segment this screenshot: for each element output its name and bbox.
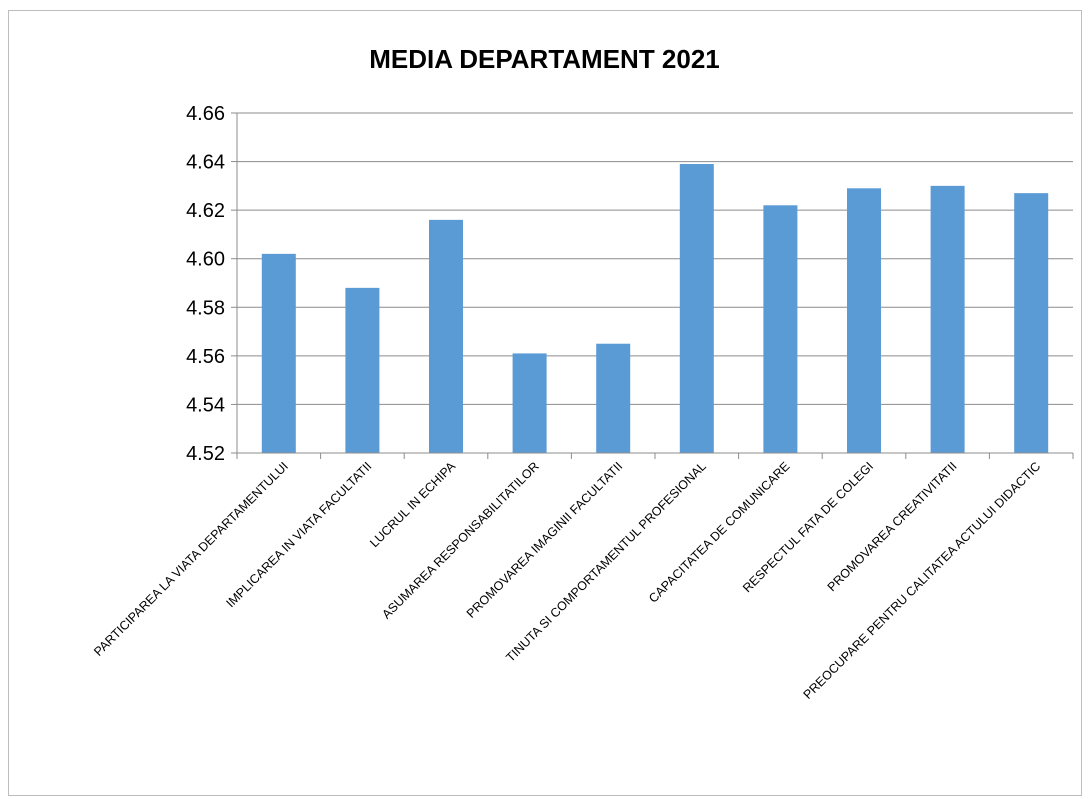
bar <box>261 253 296 453</box>
bar <box>847 188 881 454</box>
y-tick-label: 4.64 <box>186 152 225 174</box>
bar <box>1014 193 1049 453</box>
bar <box>930 185 965 453</box>
x-category-label: IMPLICAREA IN VIATA FACULTATII <box>223 459 374 610</box>
y-tick-label: 4.56 <box>186 346 225 368</box>
x-category-label: PARTICIPAREA LA VIATA DEPARTAMENTULUI <box>91 459 291 659</box>
bar <box>596 343 631 453</box>
x-category-label: CAPACITATEA DE COMUNICARE <box>646 459 792 605</box>
bar <box>345 287 380 453</box>
y-tick-label: 4.54 <box>186 394 225 416</box>
x-category-label: TINUTA SI COMPORTAMENTUL PROFESIONAL <box>503 459 709 665</box>
bar <box>679 164 714 453</box>
y-tick-label: 4.62 <box>186 200 225 222</box>
x-category-label: ASUMAREA RESPONSABILITATILOR <box>379 459 541 621</box>
bar <box>512 353 547 453</box>
y-tick-label: 4.52 <box>186 443 225 465</box>
bar <box>429 219 463 453</box>
x-category-label: RESPECTUL FATA DE COLEGI <box>740 459 876 595</box>
x-category-label: PROMOVAREA IMAGINII FACULTATII <box>464 459 625 620</box>
y-tick-label: 4.66 <box>186 103 225 125</box>
x-category-label: LUCRUL IN ECHIPA <box>367 459 458 550</box>
y-tick-label: 4.60 <box>186 249 225 271</box>
bar <box>763 205 798 453</box>
y-tick-label: 4.58 <box>186 297 225 319</box>
chart-title: MEDIA DEPARTAMENT 2021 <box>369 44 720 74</box>
